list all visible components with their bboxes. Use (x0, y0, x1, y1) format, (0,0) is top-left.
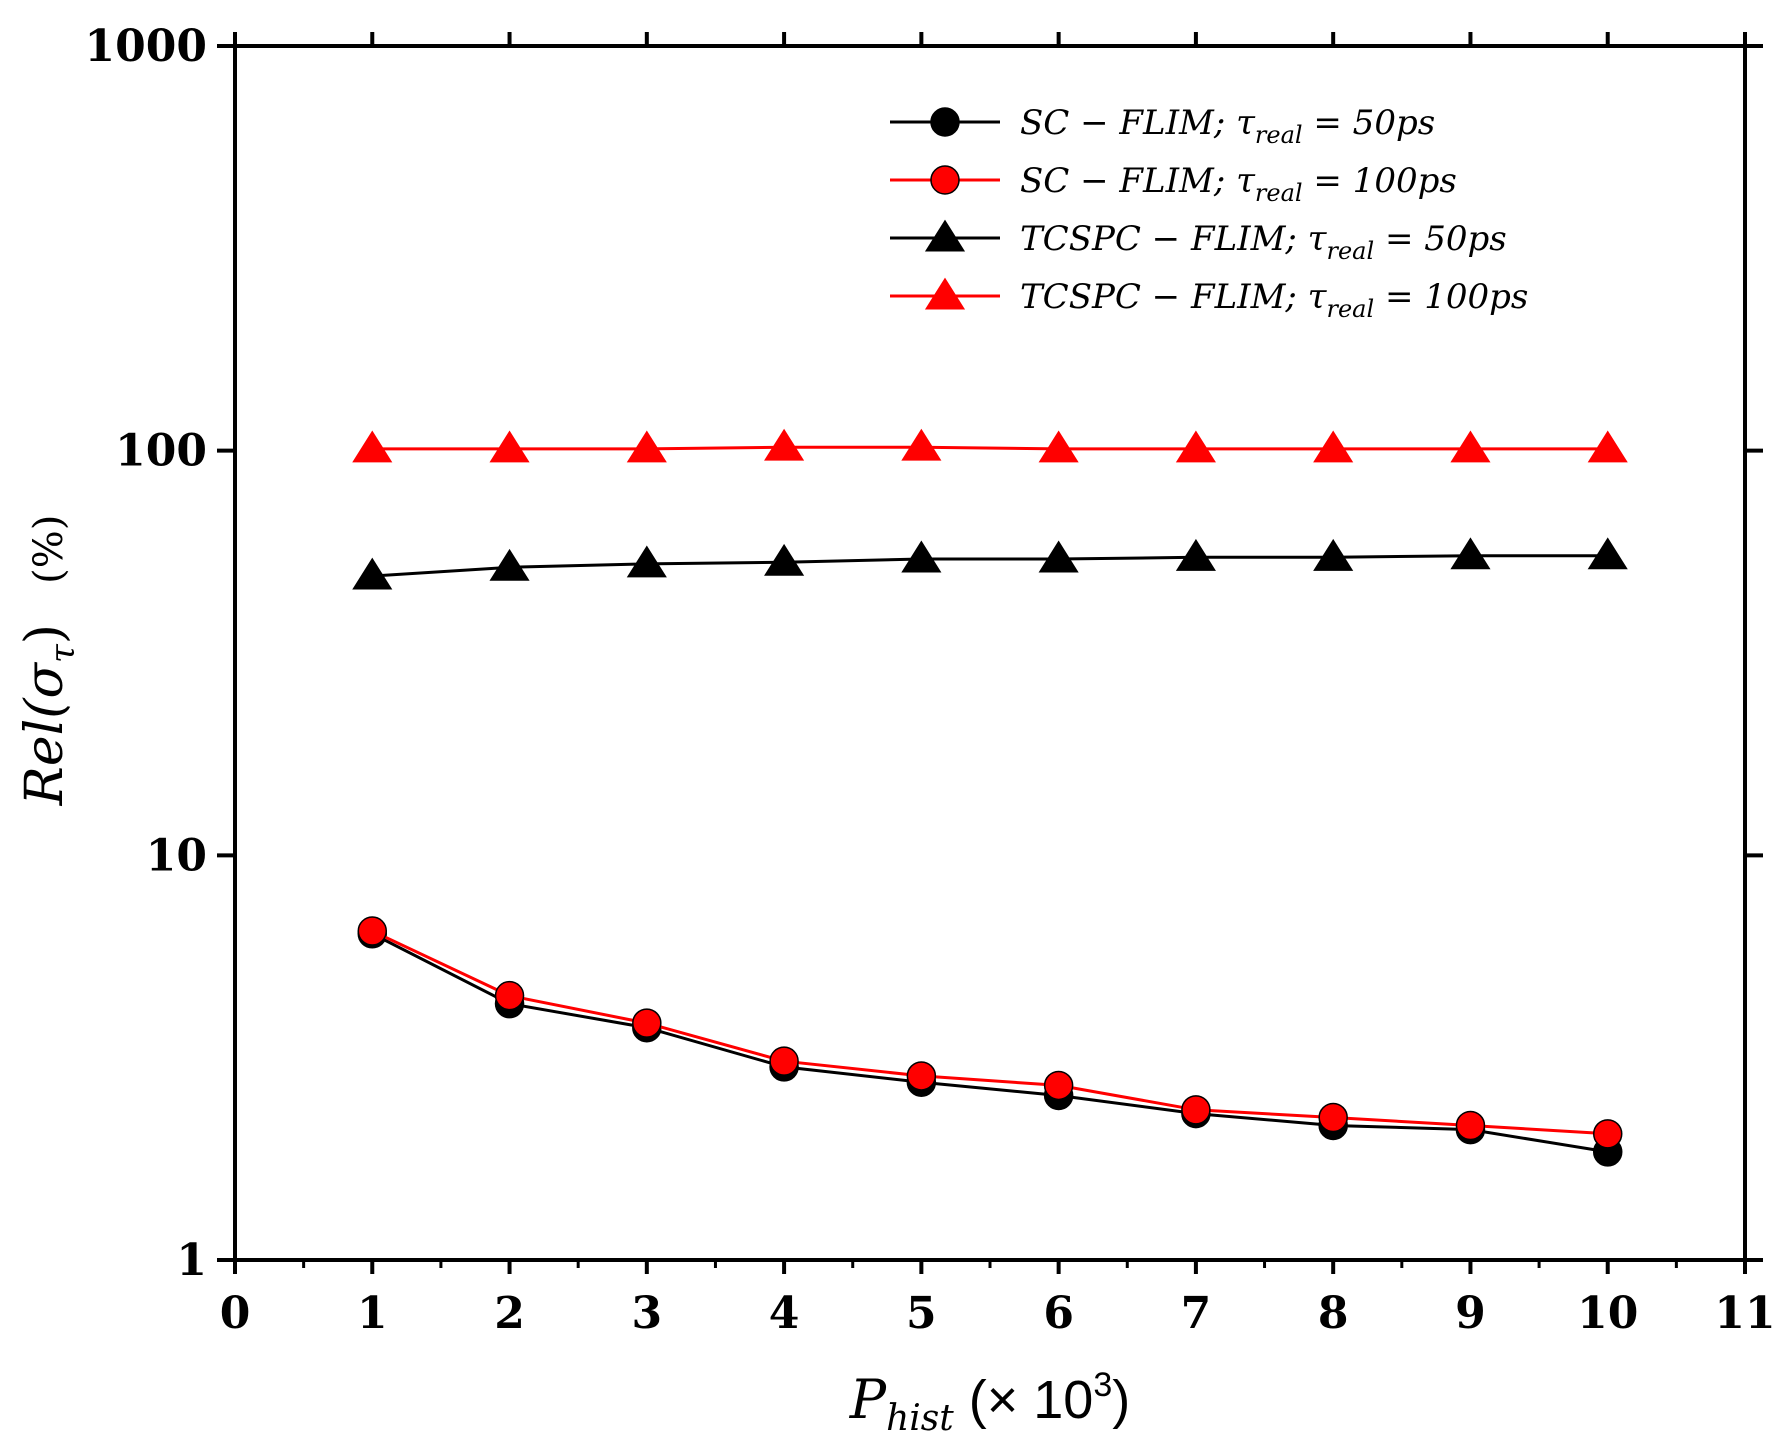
series-3-point-8 (1313, 538, 1354, 571)
x-tick-label-9: 9 (1455, 1288, 1486, 1339)
y-tick-label-1000: 1000 (85, 21, 207, 72)
plot-frame (233, 44, 1747, 1262)
series-2-point-4 (769, 1046, 799, 1076)
legend-label-2: SC − FLIM; τreal = 100ps (1020, 161, 1457, 207)
series-2-point-2 (494, 980, 525, 1011)
series-layer (352, 428, 1628, 1167)
series-3-point-4 (764, 543, 805, 576)
legend-marker-1 (930, 107, 960, 137)
series-2-point-1 (357, 916, 388, 946)
series-2-point-3 (632, 1008, 662, 1038)
x-tick-label-6: 6 (1043, 1288, 1074, 1339)
x-tick-label-8: 8 (1318, 1288, 1349, 1339)
svg-text:Rel(στ)(%): Rel(στ) (%) (15, 515, 83, 807)
series-4-point-10 (1587, 430, 1628, 463)
series-3-point-2 (489, 548, 530, 581)
x-axis-title-close: ) (1112, 1370, 1130, 1430)
legend-marker-2 (930, 165, 960, 195)
legend-marker-3 (924, 219, 966, 252)
series-4 (352, 428, 1628, 463)
x-axis-title-main: P (849, 1368, 888, 1431)
series-3-point-3 (626, 545, 667, 578)
x-tick-label-5: 5 (906, 1288, 937, 1339)
x-tick-label-10: 10 (1577, 1288, 1638, 1339)
series-2-point-10 (1592, 1119, 1623, 1149)
series-4-point-5 (901, 428, 942, 461)
series-4-point-1 (352, 430, 393, 463)
series-1 (357, 919, 1623, 1167)
legend-label-3: TCSPC − FLIM; τreal = 50ps (1020, 219, 1507, 265)
series-4-point-7 (1175, 430, 1216, 463)
series-3-point-1 (352, 557, 393, 590)
series-3-point-5 (901, 540, 942, 573)
x-tick-label-3: 3 (632, 1288, 663, 1339)
legend-item-4: TCSPC − FLIM; τreal = 100ps (890, 277, 1528, 323)
legend-marker-4 (924, 277, 966, 310)
legend-label-4: TCSPC − FLIM; τreal = 100ps (1020, 277, 1528, 323)
series-4-point-8 (1313, 430, 1354, 463)
series-4-point-9 (1450, 430, 1491, 463)
y-axis-title: Rel(στ) (%) (15, 515, 83, 807)
series-2-point-5 (906, 1061, 937, 1091)
x-tick-label-7: 7 (1181, 1288, 1212, 1339)
y-axis-ticks: 1 10 100 1000 (85, 21, 1763, 1286)
series-4-point-6 (1038, 430, 1079, 463)
legend-label-1: SC − FLIM; τreal = 50ps (1020, 103, 1435, 149)
series-2-line (371, 929, 1608, 1136)
series-2-point-8 (1318, 1102, 1348, 1133)
series-2-point-7 (1181, 1095, 1211, 1125)
x-axis-title: Phist (× 103) (849, 1366, 1130, 1439)
series-4-point-2 (489, 430, 530, 463)
series-4-point-4 (764, 428, 805, 461)
x-tick-label-11: 11 (1714, 1288, 1775, 1339)
series-3-point-6 (1038, 540, 1079, 573)
x-axis-ticks: 0 1 2 3 4 5 6 7 8 9 10 11 (220, 32, 1776, 1339)
x-axis-title-suffix: (× 10 (954, 1370, 1094, 1430)
x-tick-label-1: 1 (357, 1288, 388, 1339)
x-tick-label-0: 0 (220, 1288, 251, 1339)
legend-item-2: SC − FLIM; τreal = 100ps (890, 161, 1457, 207)
x-axis-title-exponent: 3 (1093, 1366, 1112, 1404)
y-axis-title-unit: (%) (26, 515, 72, 584)
y-tick-label-1: 1 (176, 1235, 207, 1286)
series-4-point-3 (626, 430, 667, 463)
series-2-point-6 (1043, 1070, 1074, 1101)
y-tick-label-10: 10 (146, 830, 207, 881)
y-axis-title-sub: τ (43, 643, 83, 663)
series-3-line (372, 554, 1608, 578)
x-axis-title-sub: hist (886, 1398, 954, 1439)
x-tick-label-4: 4 (769, 1288, 800, 1339)
y-axis-title-main: Rel(σ (15, 661, 75, 806)
series-3-point-7 (1175, 538, 1216, 571)
legend-item-3: TCSPC − FLIM; τreal = 50ps (890, 219, 1507, 265)
series-3-point-10 (1587, 537, 1628, 570)
series-1-line (371, 932, 1608, 1154)
x-tick-label-2: 2 (494, 1288, 525, 1339)
series-3 (352, 537, 1628, 590)
series-2-point-9 (1455, 1110, 1486, 1141)
legend: SC − FLIM; τreal = 50ps SC − FLIM; τreal … (890, 103, 1528, 323)
series-2 (357, 916, 1623, 1149)
series-3-point-9 (1450, 537, 1491, 570)
y-axis-title-close: ) (15, 624, 75, 644)
y-tick-label-100: 100 (115, 426, 207, 477)
series-4-line (372, 445, 1608, 451)
legend-item-1: SC − FLIM; τreal = 50ps (890, 103, 1435, 149)
